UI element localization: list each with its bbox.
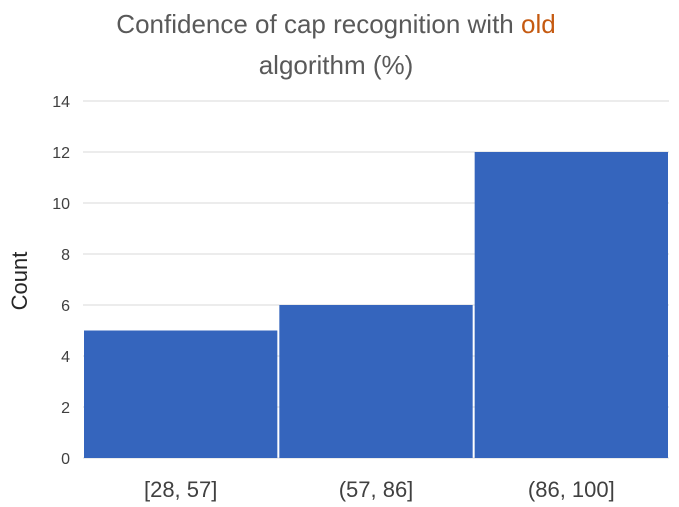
y-tick-label: 8	[61, 247, 70, 264]
y-tick-label: 6	[61, 298, 70, 315]
y-axis-ticks: 0 2 4 6 8 10 12 14	[52, 94, 70, 468]
y-tick-label: 12	[52, 145, 70, 162]
bar-3	[474, 152, 668, 458]
y-tick-label: 2	[61, 400, 70, 417]
y-tick-label: 4	[61, 349, 70, 366]
bar-2	[279, 305, 473, 458]
x-axis-categories: [28, 57] (57, 86] (86, 100]	[144, 477, 615, 502]
chart-title-line-2: algorithm (%)	[259, 50, 414, 80]
y-tick-label: 0	[61, 451, 70, 468]
y-tick-label: 14	[52, 94, 70, 111]
bar-1	[84, 330, 278, 458]
y-tick-label: 10	[52, 196, 70, 213]
chart-title-line-1: Confidence of cap recognition with old	[116, 9, 555, 39]
chart-title-highlight: old	[521, 9, 556, 39]
x-category-label: (57, 86]	[339, 477, 414, 502]
x-category-label: [28, 57]	[144, 477, 217, 502]
x-category-label: (86, 100]	[528, 477, 615, 502]
y-axis-title: Count	[7, 252, 32, 311]
bars	[84, 152, 668, 458]
chart-title-prefix: Confidence of cap recognition with	[116, 9, 521, 39]
